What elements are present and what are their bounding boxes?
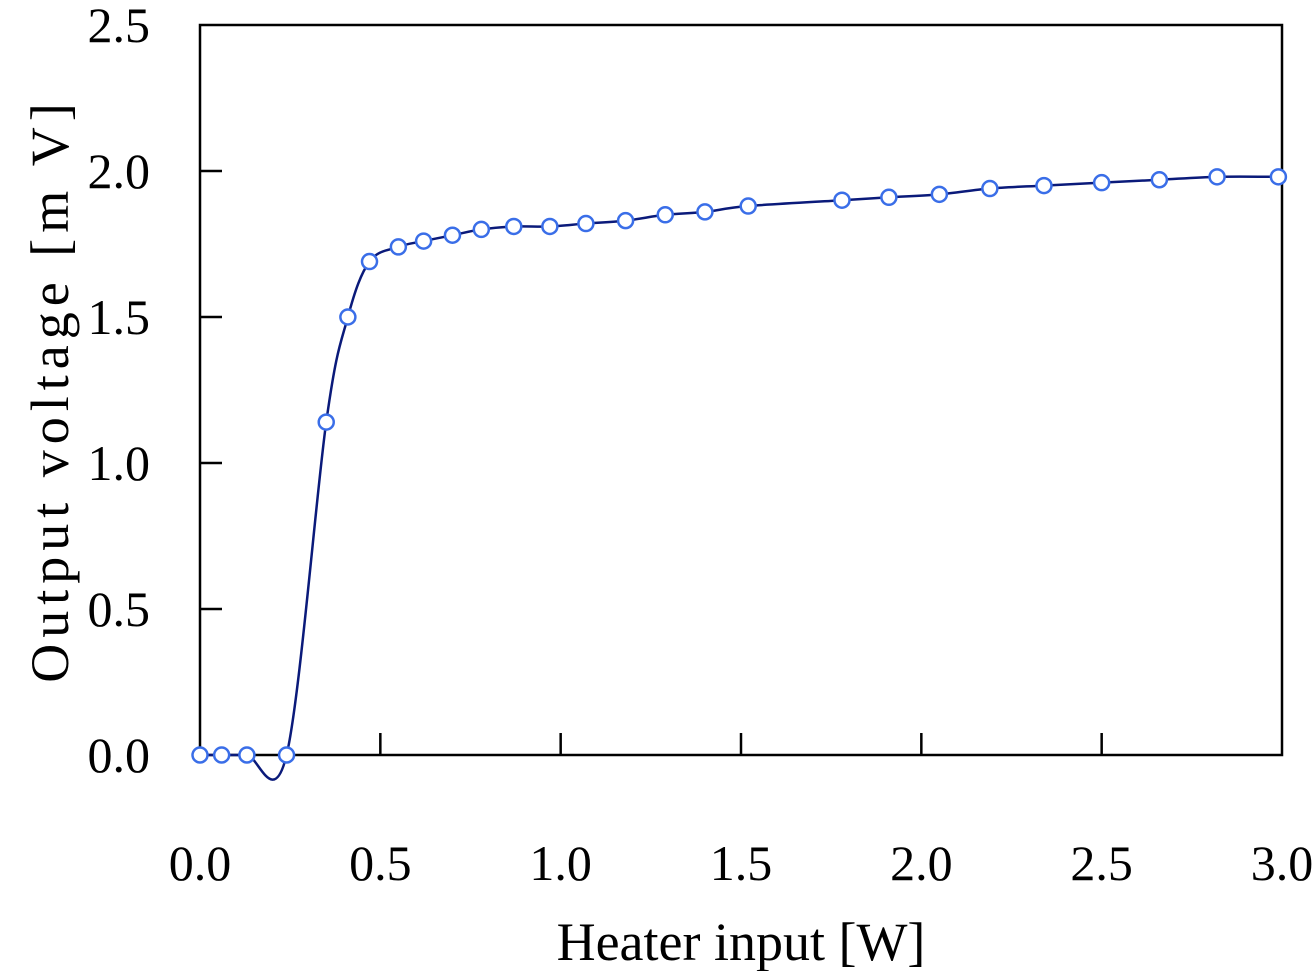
x-tick-label: 3.0: [1251, 835, 1312, 891]
data-point: [656, 206, 675, 224]
data-point: [696, 203, 714, 221]
data-point: [739, 197, 757, 215]
x-tick-label: 0.0: [169, 835, 232, 891]
x-tick-label: 0.5: [349, 835, 412, 891]
data-point: [1269, 168, 1288, 186]
data-point: [833, 191, 851, 209]
x-tick-label: 2.0: [890, 835, 953, 891]
data-point: [505, 217, 523, 236]
x-ticks: 0.0 0.5 1.0 1.5 2.0 2.5 3.0: [169, 733, 1312, 891]
data-point: [1035, 176, 1053, 195]
data-point: [317, 413, 335, 431]
y-tick-label: 2.5: [88, 0, 151, 53]
y-tick-label: 1.5: [88, 289, 151, 345]
series: [191, 168, 1288, 781]
y-axis-label: Output voltage [m V]: [20, 97, 80, 682]
y-tick-label: 0.5: [88, 581, 151, 637]
y-tick-label: 1.0: [88, 435, 151, 491]
data-point: [238, 746, 256, 764]
y-tick-label: 0.0: [88, 727, 151, 783]
data-point: [277, 746, 296, 764]
data-point: [981, 179, 999, 198]
data-point: [443, 226, 462, 244]
data-point: [880, 188, 898, 207]
data-point: [191, 746, 209, 764]
x-tick-label: 1.0: [529, 835, 592, 891]
data-point: [1150, 171, 1169, 189]
data-point: [389, 238, 408, 256]
x-tick-label: 2.5: [1070, 835, 1133, 891]
y-ticks: 0.0 0.5 1.0 1.5 2.0 2.5: [88, 0, 222, 783]
y-tick-label: 2.0: [88, 143, 151, 199]
x-axis-label: Heater input [W]: [557, 912, 926, 971]
data-point: [930, 185, 949, 204]
data-point: [1092, 173, 1111, 192]
data-point: [360, 252, 379, 271]
plot-area-frame: [198, 23, 1284, 757]
data-point: [616, 211, 635, 230]
series-line: [200, 175, 1279, 781]
data-point: [541, 217, 559, 236]
data-point: [212, 746, 231, 764]
data-point: [414, 232, 433, 250]
x-tick-label: 1.5: [710, 835, 773, 891]
data-point: [339, 308, 357, 326]
data-point: [577, 214, 595, 233]
data-point: [472, 220, 491, 239]
axes: [198, 23, 1284, 757]
data-point: [1208, 168, 1226, 186]
